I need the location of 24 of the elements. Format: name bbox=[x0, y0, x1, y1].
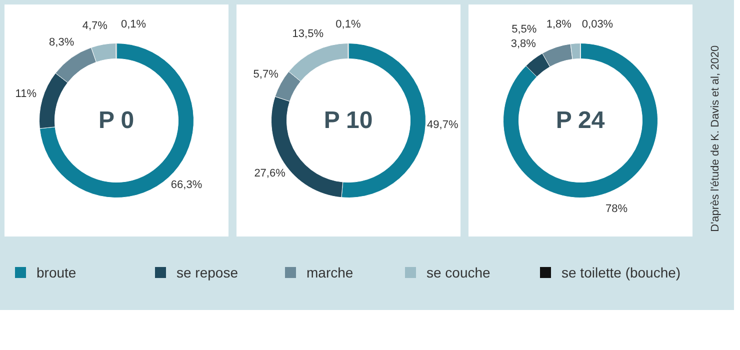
text: P 24 bbox=[556, 107, 606, 134]
data-label: 66,3% bbox=[170, 178, 202, 191]
legend-label: se toilette (bouche) bbox=[562, 264, 681, 280]
data-label: 8,3% bbox=[49, 36, 74, 48]
data-label: 5,5% bbox=[512, 23, 537, 36]
legend-label: se repose bbox=[176, 264, 238, 280]
data-label: 11% bbox=[15, 88, 37, 100]
legend-label: se couche bbox=[426, 264, 491, 280]
data-label: 78% bbox=[606, 203, 628, 216]
data-label: 0,1% bbox=[120, 18, 146, 30]
data-label: 13,5% bbox=[292, 28, 324, 40]
data-label: 0,03% bbox=[582, 18, 614, 30]
data-label: 27,6% bbox=[254, 167, 286, 180]
text: P 0 bbox=[98, 107, 134, 134]
data-label: 5,7% bbox=[253, 68, 279, 80]
data-label: 4,7% bbox=[82, 20, 108, 32]
data-label: 0,1% bbox=[336, 18, 361, 30]
data-label: 1,8% bbox=[546, 18, 572, 31]
legend-label: broute bbox=[36, 264, 76, 280]
data-label: 3,8% bbox=[510, 38, 536, 50]
text: D'après l'étude de K. Davis et al, 2020 bbox=[710, 45, 722, 232]
data-label: 49,7% bbox=[427, 118, 458, 131]
text: P 10 bbox=[324, 107, 373, 134]
legend-label: marche bbox=[306, 264, 354, 280]
